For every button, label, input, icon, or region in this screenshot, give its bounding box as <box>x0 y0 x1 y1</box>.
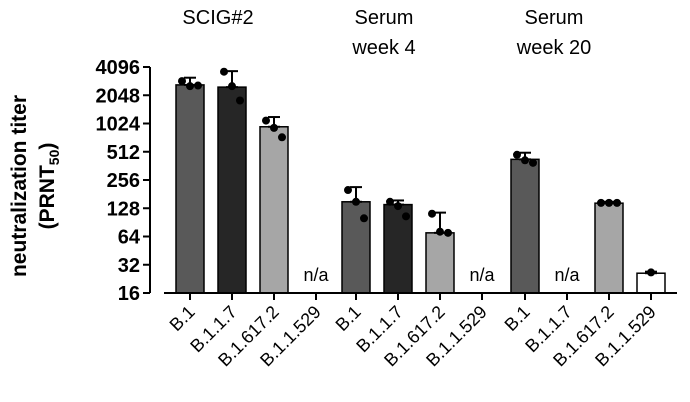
y-tick-label: 2048 <box>96 85 141 107</box>
x-category-label: B.1 <box>166 302 199 335</box>
y-tick-label: 1024 <box>96 114 141 136</box>
data-point <box>220 67 228 76</box>
data-point <box>428 209 436 218</box>
y-axis-unit-label: (PRNT50) <box>36 143 62 230</box>
group-title-line2: week 4 <box>351 37 415 59</box>
data-point <box>436 227 444 236</box>
data-point <box>236 96 244 105</box>
bar <box>425 232 455 294</box>
bar <box>341 201 371 294</box>
data-point <box>597 198 605 207</box>
bar <box>510 158 540 294</box>
data-point <box>513 150 521 159</box>
data-point <box>278 133 286 142</box>
y-axis-unit-subscript: 50 <box>46 149 62 165</box>
data-point <box>228 82 236 91</box>
bar <box>175 84 205 294</box>
data-point <box>521 156 529 165</box>
data-point <box>613 198 621 207</box>
data-point <box>194 81 202 90</box>
y-tick-label: 512 <box>107 142 140 164</box>
na-label: n/a <box>469 265 495 285</box>
data-point <box>262 116 270 125</box>
group-title: Serum <box>355 7 414 29</box>
group-title: SCIG#2 <box>182 7 253 29</box>
y-tick-label: 16 <box>118 283 140 305</box>
data-point <box>186 82 194 91</box>
data-point <box>402 212 410 221</box>
bar <box>217 86 247 294</box>
data-point <box>605 198 613 207</box>
bar <box>594 202 624 294</box>
y-tick-label: 128 <box>107 198 140 220</box>
y-tick-label: 4096 <box>96 57 141 79</box>
data-point <box>386 197 394 206</box>
data-point <box>394 202 402 211</box>
na-label: n/a <box>554 265 580 285</box>
data-point <box>178 77 186 86</box>
y-tick-label: 256 <box>107 170 140 192</box>
data-point <box>360 214 368 223</box>
bars-layer: n/a n/a n/a <box>175 67 666 294</box>
x-category-label: B.1 <box>332 302 365 335</box>
data-point <box>444 228 452 237</box>
y-tick-label: 32 <box>118 255 140 277</box>
y-axis-label: neutralization titer <box>8 95 31 277</box>
group-title-line2: week 20 <box>516 37 592 59</box>
na-label: n/a <box>303 265 329 285</box>
data-point <box>344 186 352 195</box>
data-point <box>529 158 537 167</box>
data-point <box>270 123 278 132</box>
bar <box>259 126 289 294</box>
y-tick-label: 64 <box>118 227 141 249</box>
data-point <box>352 197 360 206</box>
data-point <box>647 268 655 277</box>
x-category-label: B.1 <box>501 302 534 335</box>
group-title: Serum <box>525 7 584 29</box>
